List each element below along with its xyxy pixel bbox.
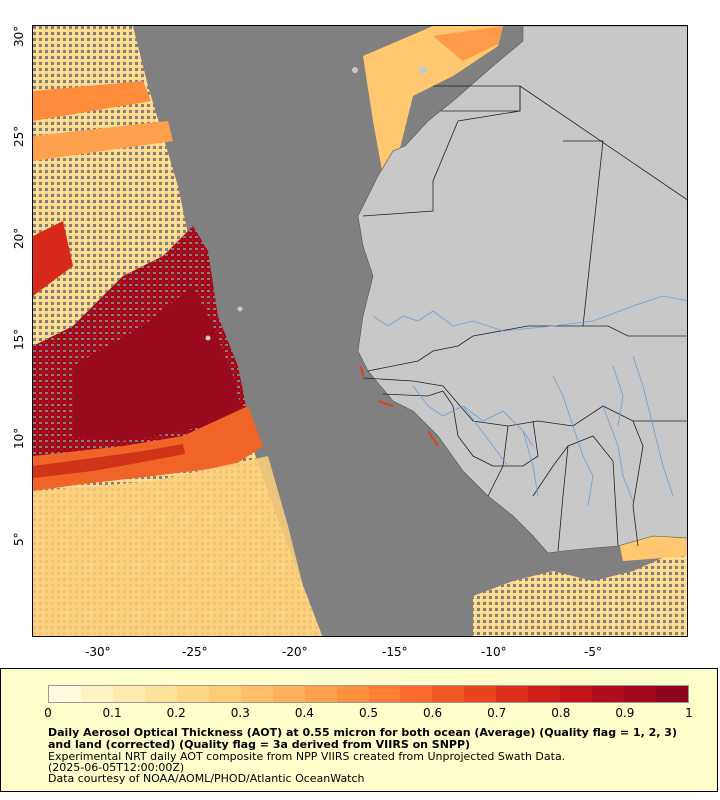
rivers <box>372 295 687 507</box>
island <box>352 67 358 73</box>
colorbar-swatch <box>368 686 401 702</box>
map-svg <box>33 26 688 636</box>
island <box>237 306 243 312</box>
lon-tick-label: -5° <box>584 645 602 659</box>
aot-gulf-patch <box>473 546 687 636</box>
colorbar-swatch <box>624 686 657 702</box>
colorbar-tick-label: 0.8 <box>551 706 571 720</box>
colorbar-swatch <box>464 686 497 702</box>
colorbar-swatch <box>560 686 593 702</box>
colorbar-swatch <box>528 686 561 702</box>
colorbar-tick-label: 0.5 <box>358 706 379 720</box>
aot-dust-core-dense <box>73 286 243 441</box>
lon-tick-label: -15° <box>382 645 408 659</box>
lon-tick-label: -30° <box>85 645 111 659</box>
colorbar-swatch <box>432 686 465 702</box>
colorbar-tick-label: 1 <box>685 706 693 720</box>
lat-tick-label: 10° <box>12 427 26 449</box>
colorbar-swatch <box>272 686 305 702</box>
legend-date: (2025-06-05T12:00:00Z) <box>48 761 185 774</box>
lat-tick-label: 15° <box>12 328 26 350</box>
lon-tick-label: -20° <box>282 645 308 659</box>
colorbar-swatch <box>144 686 177 702</box>
aot-band-red-west <box>33 221 73 296</box>
colorbar-tick-label: 0 <box>44 706 52 720</box>
colorbar-tick-label: 0.7 <box>487 706 507 720</box>
colorbar-swatch <box>49 686 81 702</box>
colorbar-tick-label: 0.2 <box>166 706 186 720</box>
aot-band-orange-north <box>33 81 151 121</box>
colorbar-swatch <box>592 686 625 702</box>
lat-tick-label: 20° <box>12 227 26 249</box>
colorbar-swatch <box>240 686 273 702</box>
aot-canary-patch <box>363 26 503 176</box>
aot-map[interactable] <box>32 25 688 637</box>
colorbar-tick-label: 0.4 <box>294 706 314 720</box>
aot-band-orange-mid <box>33 121 173 161</box>
colorbar-swatch <box>656 686 689 702</box>
lon-tick-label: -10° <box>481 645 507 659</box>
colorbar-tick-label: 0.9 <box>615 706 635 720</box>
lat-tick-label: 5° <box>12 532 26 546</box>
legend-credit: Data courtesy of NOAA/AOML/PHOD/Atlantic… <box>48 772 365 785</box>
lat-tick-label: 30° <box>12 25 26 47</box>
island <box>419 66 427 74</box>
colorbar-swatch <box>304 686 337 702</box>
country-borders <box>362 85 687 552</box>
lon-tick-label: -25° <box>182 645 208 659</box>
colorbar-tick-label: 0.6 <box>423 706 443 720</box>
colorbar-swatch <box>208 686 241 702</box>
coastal-aerosol-edge <box>360 365 439 447</box>
aot-south-light <box>33 456 323 636</box>
colorbar-tick-label: 0.3 <box>230 706 250 720</box>
west-africa-land[interactable] <box>357 26 688 554</box>
colorbar <box>48 685 689 703</box>
colorbar-swatch <box>80 686 113 702</box>
legend-description: Experimental NRT daily AOT composite fro… <box>48 750 566 763</box>
colorbar-swatch <box>112 686 145 702</box>
legend-title: Daily Aerosol Optical Thickness (AOT) at… <box>48 726 677 751</box>
colorbar-tick-label: 0.1 <box>102 706 122 720</box>
colorbar-swatch <box>496 686 529 702</box>
legend-panel: 0 0.1 0.2 0.3 0.4 0.5 0.6 0.7 0.8 0.9 1 Daily Aero… <box>0 668 718 792</box>
colorbar-swatch <box>176 686 209 702</box>
aot-plume-red-edge <box>33 444 185 478</box>
colorbar-swatch <box>336 686 369 702</box>
aot-canary-dark <box>433 26 503 61</box>
colorbar-swatch <box>400 686 433 702</box>
island <box>205 335 211 341</box>
lat-tick-label: 25° <box>12 125 26 147</box>
